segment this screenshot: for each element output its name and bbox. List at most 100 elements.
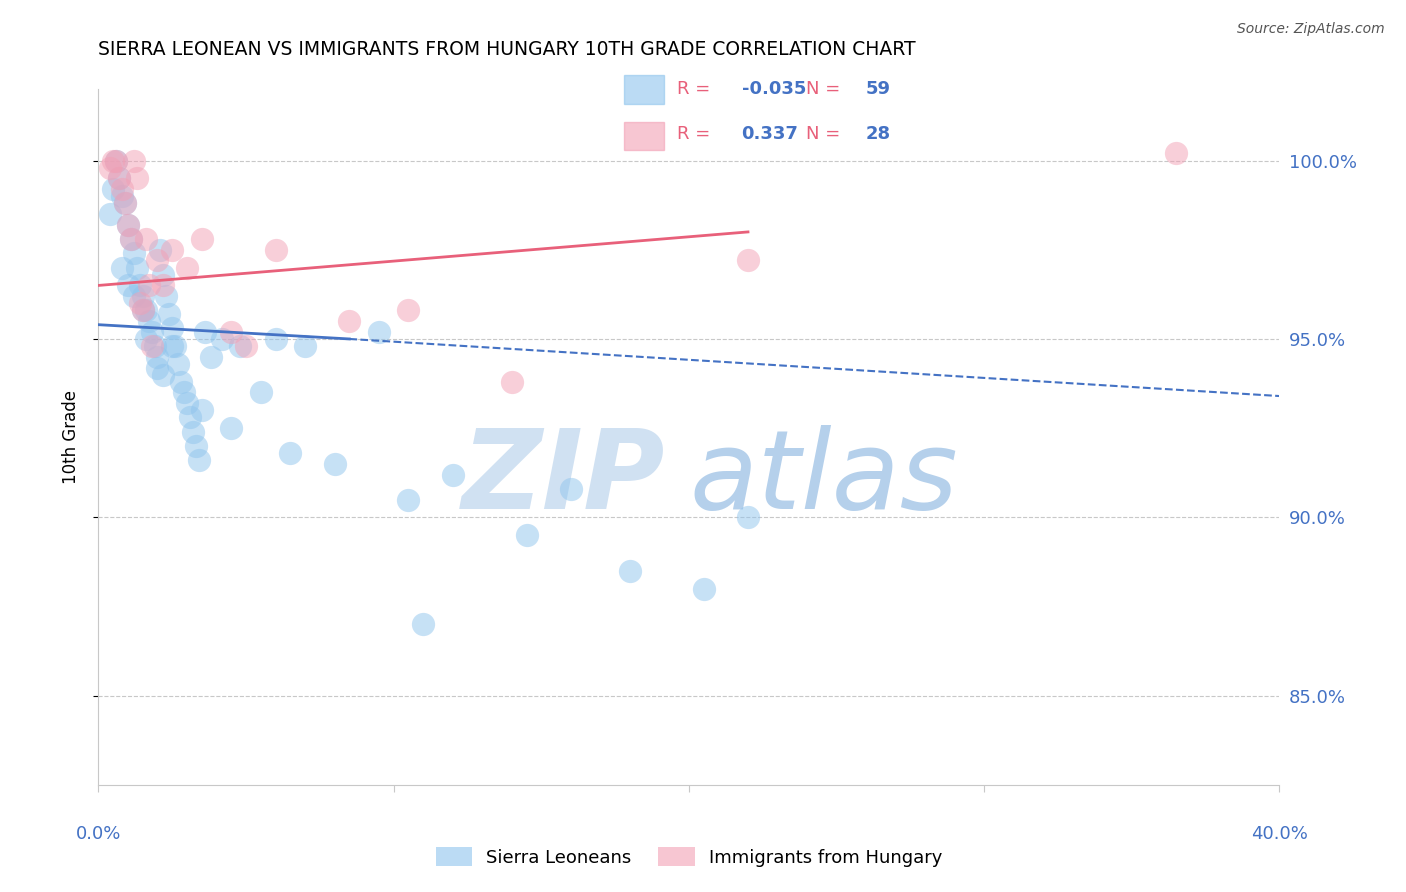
Text: N =: N =	[807, 125, 841, 143]
Point	[323, 457, 346, 471]
Point	[114, 196, 136, 211]
Text: R =: R =	[676, 79, 710, 98]
Text: 59: 59	[865, 79, 890, 98]
Point	[146, 360, 169, 375]
Point	[264, 332, 287, 346]
Point	[278, 446, 302, 460]
Point	[98, 161, 121, 175]
Point	[339, 314, 360, 328]
Point	[146, 350, 169, 364]
Point	[294, 339, 316, 353]
Point	[117, 218, 139, 232]
Point	[155, 289, 177, 303]
Point	[122, 153, 145, 168]
Point	[135, 303, 157, 318]
Point	[132, 289, 155, 303]
Text: 40.0%: 40.0%	[1251, 825, 1308, 843]
Point	[516, 528, 538, 542]
Text: N =: N =	[807, 79, 841, 98]
Point	[264, 243, 287, 257]
Point	[103, 182, 125, 196]
Text: -0.035: -0.035	[741, 79, 806, 98]
Point	[152, 368, 174, 382]
Legend: Sierra Leoneans, Immigrants from Hungary: Sierra Leoneans, Immigrants from Hungary	[429, 840, 949, 874]
Point	[108, 171, 131, 186]
Point	[179, 410, 201, 425]
Point	[211, 332, 233, 346]
Bar	[624, 121, 664, 150]
Point	[122, 289, 145, 303]
Point	[117, 278, 139, 293]
Point	[122, 246, 145, 260]
Point	[396, 303, 419, 318]
Point	[167, 357, 190, 371]
Text: ZIP: ZIP	[461, 425, 665, 533]
Bar	[624, 76, 664, 104]
Point	[737, 253, 759, 268]
Point	[165, 339, 187, 353]
Point	[235, 339, 257, 353]
Point	[162, 321, 183, 335]
Point	[191, 232, 214, 246]
Text: R =: R =	[676, 125, 710, 143]
Point	[128, 278, 150, 293]
Point	[141, 325, 163, 339]
Point	[117, 218, 139, 232]
Point	[737, 510, 759, 524]
Point	[619, 564, 641, 578]
Point	[191, 403, 214, 417]
Point	[170, 375, 193, 389]
Point	[98, 207, 121, 221]
Text: 0.0%: 0.0%	[76, 825, 121, 843]
Point	[135, 332, 157, 346]
Text: SIERRA LEONEAN VS IMMIGRANTS FROM HUNGARY 10TH GRADE CORRELATION CHART: SIERRA LEONEAN VS IMMIGRANTS FROM HUNGAR…	[98, 40, 917, 59]
Point	[221, 325, 243, 339]
Point	[176, 260, 198, 275]
Point	[111, 189, 134, 203]
Point	[120, 232, 142, 246]
Point	[1164, 146, 1187, 161]
Point	[157, 307, 180, 321]
Point	[105, 153, 128, 168]
Point	[138, 314, 160, 328]
Point	[103, 153, 125, 168]
Point	[162, 339, 183, 353]
Point	[229, 339, 252, 353]
Y-axis label: 10th Grade: 10th Grade	[62, 390, 80, 484]
Point	[152, 268, 174, 282]
Point	[120, 232, 142, 246]
Text: atlas: atlas	[689, 425, 957, 533]
Point	[200, 350, 222, 364]
Point	[250, 385, 273, 400]
Text: Source: ZipAtlas.com: Source: ZipAtlas.com	[1237, 22, 1385, 37]
Point	[152, 278, 174, 293]
Point	[125, 171, 148, 186]
Point	[111, 182, 134, 196]
Point	[187, 453, 209, 467]
Point	[560, 482, 582, 496]
Point	[135, 232, 157, 246]
Text: 0.337: 0.337	[741, 125, 799, 143]
Point	[143, 339, 166, 353]
Point	[141, 339, 163, 353]
Point	[194, 325, 217, 339]
Point	[146, 253, 169, 268]
Point	[412, 617, 434, 632]
Point	[108, 171, 131, 186]
Point	[125, 260, 148, 275]
Point	[221, 421, 243, 435]
Point	[173, 385, 195, 400]
Point	[368, 325, 391, 339]
Text: 28: 28	[865, 125, 890, 143]
Point	[693, 582, 716, 596]
Point	[132, 303, 155, 318]
Point	[162, 243, 183, 257]
Point	[111, 260, 134, 275]
Point	[149, 243, 172, 257]
Point	[114, 196, 136, 211]
Point	[501, 375, 523, 389]
Point	[132, 303, 155, 318]
Point	[396, 492, 419, 507]
Point	[105, 153, 128, 168]
Point	[176, 396, 198, 410]
